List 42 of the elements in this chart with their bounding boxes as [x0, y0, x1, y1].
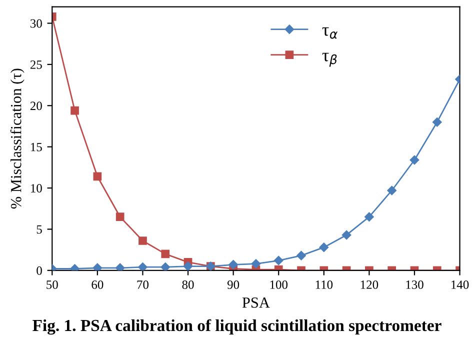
- legend-label: τ$_{α}$: [322, 27, 338, 39]
- point: [251, 259, 261, 268]
- x-tick-label: 80: [182, 280, 194, 289]
- point: [92, 263, 102, 270]
- point: [115, 263, 125, 270]
- point: [274, 256, 284, 266]
- y-tick-label: 20: [30, 102, 42, 110]
- y-tick-label: 10: [31, 184, 42, 192]
- x-tick-label: 60: [92, 280, 104, 289]
- point: [138, 236, 147, 245]
- point: [70, 106, 79, 115]
- x-tick-label: 100: [270, 280, 288, 289]
- y-tick-label: 15: [31, 142, 42, 152]
- x-tick-label: 90: [227, 280, 240, 289]
- point: [410, 155, 420, 165]
- point: [296, 250, 306, 260]
- x-tick-label: 110: [316, 280, 333, 289]
- y-tick-label: 5: [36, 225, 42, 234]
- point: [342, 230, 352, 240]
- legend-label: τ$_{β}$: [322, 52, 337, 67]
- point: [387, 186, 396, 196]
- point: [93, 172, 102, 181]
- point: [116, 212, 124, 222]
- x-tick-label: 130: [406, 280, 424, 289]
- point: [319, 242, 329, 252]
- caption: Fig. 1. PSA calibration of liquid scintillation spectrometer: [32, 319, 442, 335]
- point: [183, 262, 193, 270]
- y-tick-label: 0: [36, 266, 42, 275]
- point: [364, 212, 374, 222]
- x-tick-label: 50: [46, 280, 58, 289]
- point: [228, 260, 238, 270]
- x-tick-label: 70: [137, 280, 148, 289]
- y-axis-title: % Misclassification (τ): [10, 68, 24, 209]
- x-tick-label: 140: [452, 280, 469, 289]
- y-tick-label: 30: [30, 19, 42, 28]
- point: [432, 117, 442, 127]
- point: [138, 262, 148, 270]
- x-axis-title: PSA: [242, 298, 270, 308]
- point: [160, 262, 170, 270]
- y-tick-label: 25: [30, 60, 42, 69]
- x-tick-label: 120: [360, 280, 378, 289]
- point: [161, 250, 170, 258]
